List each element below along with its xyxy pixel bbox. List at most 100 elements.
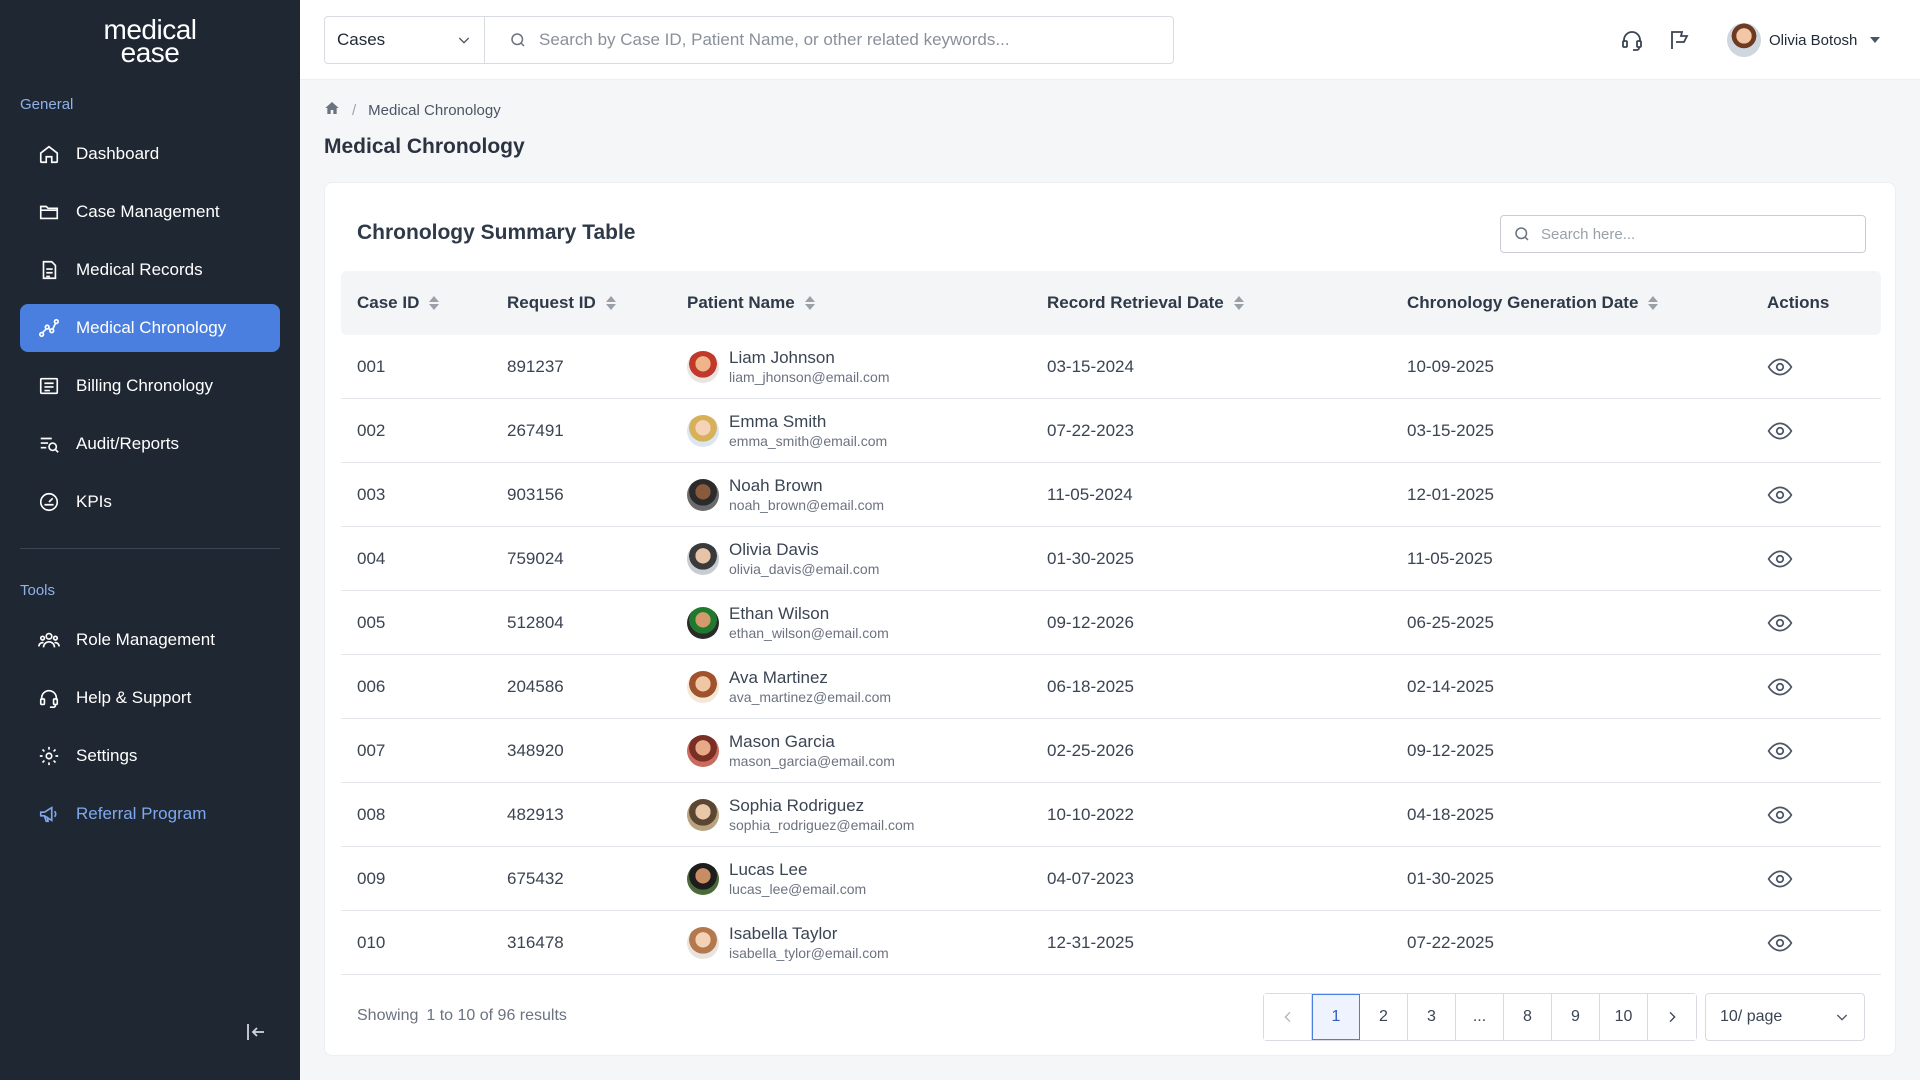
document-icon <box>37 258 61 282</box>
page-button-3[interactable]: 3 <box>1408 994 1456 1040</box>
retrieval-date-cell: 04-07-2023 <box>1047 869 1134 888</box>
sort-icon[interactable] <box>605 296 616 310</box>
collapse-sidebar-icon[interactable] <box>244 1020 268 1044</box>
column-label: Request ID <box>507 293 596 312</box>
sort-icon[interactable] <box>1648 296 1659 310</box>
generation-date-cell: 06-25-2025 <box>1407 613 1494 632</box>
view-icon[interactable] <box>1767 655 1793 719</box>
headset-icon[interactable] <box>1620 28 1644 52</box>
sort-icon[interactable] <box>804 296 815 310</box>
page-size-select[interactable]: 10/ page <box>1705 993 1865 1041</box>
page-button-10[interactable]: 10 <box>1600 994 1648 1040</box>
case-id-cell: 007 <box>357 741 386 760</box>
patient-email: emma_smith@email.com <box>729 433 888 449</box>
view-icon[interactable] <box>1767 591 1793 655</box>
table-row: 005 512804 Ethan Wilson ethan_wilson@email.… <box>341 591 1881 655</box>
sidebar-item-case-management[interactable]: Case Management <box>20 188 280 236</box>
retrieval-date-cell: 03-15-2024 <box>1047 357 1134 376</box>
view-icon[interactable] <box>1767 527 1793 591</box>
page-ellipsis[interactable]: ... <box>1456 994 1504 1040</box>
sidebar: medical ease General Dashboard Case Mana… <box>0 0 300 1080</box>
request-id-cell: 891237 <box>507 357 564 376</box>
patient-name: Noah Brown <box>729 476 823 495</box>
megaphone-icon <box>37 802 61 826</box>
patient-name: Ethan Wilson <box>729 604 830 623</box>
request-id-cell: 316478 <box>507 933 564 952</box>
view-icon[interactable] <box>1767 335 1793 399</box>
next-page-button[interactable] <box>1648 994 1696 1040</box>
case-id-cell: 004 <box>357 549 386 568</box>
column-label: Chronology Generation Date <box>1407 293 1639 312</box>
patient-email: lucas_lee@email.com <box>729 881 867 897</box>
case-id-cell: 001 <box>357 357 386 376</box>
table-row: 002 267491 Emma Smith emma_smith@email.com 0… <box>341 399 1881 463</box>
view-icon[interactable] <box>1767 719 1793 783</box>
patient-cell: Lucas Lee lucas_lee@email.com <box>687 847 866 911</box>
generation-date-cell: 10-09-2025 <box>1407 357 1494 376</box>
logo[interactable]: medical ease <box>0 16 300 67</box>
request-id-cell: 903156 <box>507 485 564 504</box>
page-button-1[interactable]: 1 <box>1312 994 1360 1040</box>
chevron-down-icon <box>1836 1014 1848 1021</box>
patient-cell: Ethan Wilson ethan_wilson@email.com <box>687 591 889 655</box>
request-id-cell: 675432 <box>507 869 564 888</box>
global-search-input[interactable] <box>539 30 1139 50</box>
scope-select[interactable]: Cases <box>325 17 485 63</box>
view-icon[interactable] <box>1767 463 1793 527</box>
case-id-cell: 002 <box>357 421 386 440</box>
chart-line-icon <box>37 316 61 340</box>
billing-icon <box>37 374 61 398</box>
patient-avatar <box>687 351 719 383</box>
sidebar-item-role-management[interactable]: Role Management <box>20 616 280 664</box>
sidebar-item-label: Medical Chronology <box>76 318 227 337</box>
user-menu[interactable]: Olivia Botosh <box>1727 22 1881 58</box>
generation-date-cell: 04-18-2025 <box>1407 805 1494 824</box>
patient-name: Mason Garcia <box>729 732 835 751</box>
table-search-input[interactable] <box>1541 225 1841 243</box>
column-label: Actions <box>1767 293 1830 312</box>
patient-name: Olivia Davis <box>729 540 819 559</box>
sort-icon[interactable] <box>1233 296 1244 310</box>
column-header-record-retrieval-date[interactable]: Record Retrieval Date <box>1047 271 1244 335</box>
flag-icon[interactable] <box>1667 28 1691 52</box>
sidebar-item-medical-chronology[interactable]: Medical Chronology <box>20 304 280 352</box>
sort-icon[interactable] <box>429 296 440 310</box>
breadcrumb-current: Medical Chronology <box>368 101 501 119</box>
sidebar-item-dashboard[interactable]: Dashboard <box>20 130 280 178</box>
page-button-2[interactable]: 2 <box>1360 994 1408 1040</box>
sidebar-item-help-support[interactable]: Help & Support <box>20 674 280 722</box>
page-button-8[interactable]: 8 <box>1504 994 1552 1040</box>
sidebar-item-referral-program[interactable]: Referral Program <box>20 790 280 838</box>
view-icon[interactable] <box>1767 783 1793 847</box>
column-header-case-id[interactable]: Case ID <box>357 271 440 335</box>
table-row: 009 675432 Lucas Lee lucas_lee@email.com 04-… <box>341 847 1881 911</box>
sidebar-item-medical-records[interactable]: Medical Records <box>20 246 280 294</box>
view-icon[interactable] <box>1767 911 1793 975</box>
results-summary: Showing 1 to 10 of 96 results <box>357 1007 567 1025</box>
request-id-cell: 482913 <box>507 805 564 824</box>
sidebar-item-billing-chronology[interactable]: Billing Chronology <box>20 362 280 410</box>
global-search: Cases <box>324 16 1174 64</box>
retrieval-date-cell: 07-22-2023 <box>1047 421 1134 440</box>
column-header-patient-name[interactable]: Patient Name <box>687 271 815 335</box>
table-row: 003 903156 Noah Brown noah_brown@email.com 1… <box>341 463 1881 527</box>
table-search <box>1500 215 1866 253</box>
column-header-chronology-generation-date[interactable]: Chronology Generation Date <box>1407 271 1659 335</box>
column-header-request-id[interactable]: Request ID <box>507 271 616 335</box>
sidebar-item-audit-reports[interactable]: Audit/Reports <box>20 420 280 468</box>
patient-email: ava_martinez@email.com <box>729 689 892 705</box>
folder-icon <box>37 200 61 224</box>
patient-avatar <box>687 927 719 959</box>
retrieval-date-cell: 06-18-2025 <box>1047 677 1134 696</box>
view-icon[interactable] <box>1767 847 1793 911</box>
prev-page-button[interactable] <box>1264 994 1312 1040</box>
generation-date-cell: 02-14-2025 <box>1407 677 1494 696</box>
home-icon[interactable] <box>324 100 340 120</box>
page-button-9[interactable]: 9 <box>1552 994 1600 1040</box>
patient-avatar <box>687 415 719 447</box>
view-icon[interactable] <box>1767 399 1793 463</box>
patient-name: Isabella Taylor <box>729 924 838 943</box>
sidebar-item-kpis[interactable]: KPIs <box>20 478 280 526</box>
avatar <box>1727 23 1761 57</box>
sidebar-item-settings[interactable]: Settings <box>20 732 280 780</box>
